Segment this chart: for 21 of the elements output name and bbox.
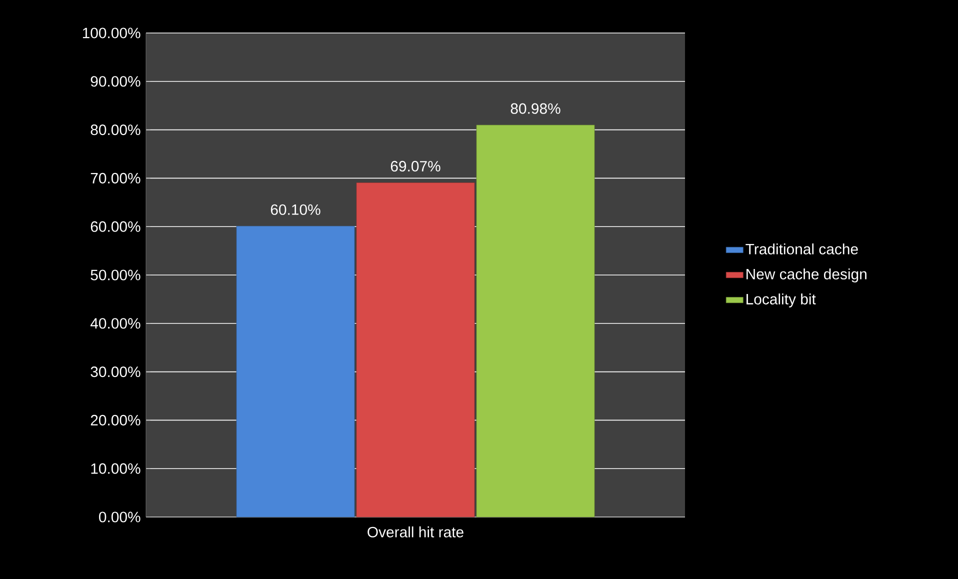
bar xyxy=(476,124,595,518)
legend-label: Traditional cache xyxy=(746,243,858,254)
bar xyxy=(236,226,355,518)
data-label: 60.10% xyxy=(270,204,320,215)
y-tick-label: 20.00% xyxy=(90,414,140,426)
y-tick-label: 70.00% xyxy=(90,172,140,184)
y-tick-label: 60.00% xyxy=(90,221,140,232)
y-tick-label: 100.00% xyxy=(82,28,140,38)
y-tick-label: 50.00% xyxy=(90,270,140,280)
legend-label: New cache design xyxy=(746,268,866,282)
data-label: 80.98% xyxy=(510,103,560,114)
x-tick-label: Overall hit rate xyxy=(368,526,464,538)
y-tick-label: 90.00% xyxy=(90,76,140,87)
y-tick-label: 80.00% xyxy=(90,124,140,136)
bar xyxy=(356,182,475,518)
y-tick-label: 10.00% xyxy=(91,463,140,474)
y-tick-label: 40.00% xyxy=(90,318,140,329)
y-tick-label: 30.00% xyxy=(90,366,140,378)
legend-label: Locality bit xyxy=(746,293,816,308)
y-tick-label: 0.00% xyxy=(99,512,140,522)
data-label: 69.07% xyxy=(390,160,440,172)
